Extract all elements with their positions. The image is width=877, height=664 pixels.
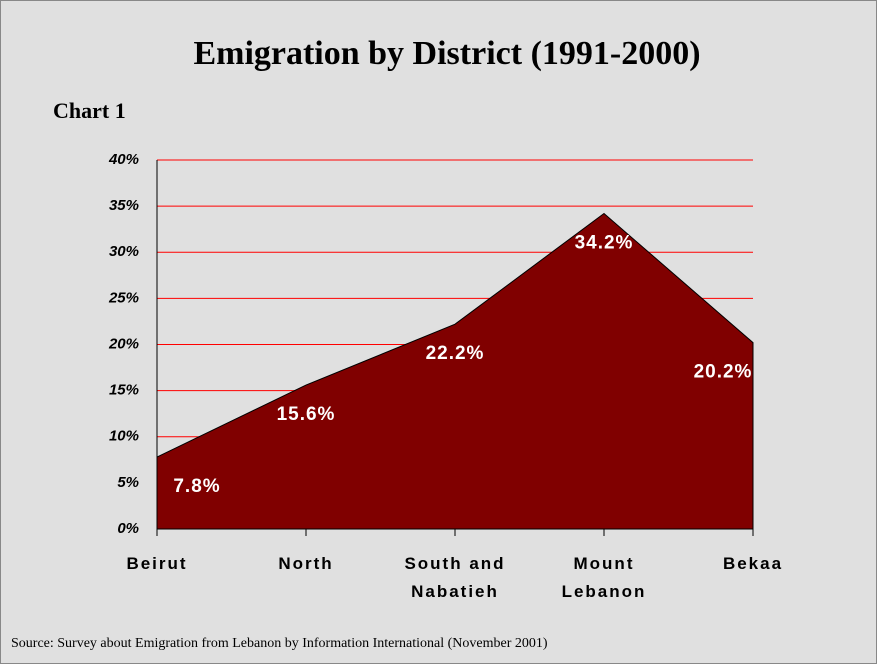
x-tick-label: Bekaa: [722, 554, 784, 573]
x-tick-label: Beirut: [126, 554, 188, 573]
data-label: 22.2%: [426, 343, 485, 364]
chart-subtitle: Chart 1: [53, 98, 126, 123]
y-tick-label: 35%: [109, 197, 139, 214]
y-tick-label: 40%: [108, 151, 139, 168]
data-label: 20.2%: [694, 362, 753, 383]
x-tick-label: Mount Lebanon: [561, 554, 647, 601]
chart-title: Emigration by District (1991-2000): [193, 35, 700, 72]
x-tick-label: North: [278, 554, 334, 573]
x-tick-label: South and Nabatieh: [404, 554, 506, 601]
y-tick-label: 0%: [117, 520, 139, 537]
data-label: 7.8%: [173, 476, 220, 497]
y-tick-label: 20%: [108, 335, 139, 352]
y-tick-label: 5%: [117, 474, 139, 491]
area: [156, 212, 754, 530]
y-tick-label: 15%: [109, 382, 139, 399]
y-tick-label: 30%: [109, 243, 139, 260]
y-tick-label: 25%: [108, 289, 139, 306]
y-tick-label: 10%: [109, 428, 139, 445]
data-label: 15.6%: [277, 404, 336, 425]
data-label: 34.2%: [575, 233, 634, 254]
source-note: Source: Survey about Emigration from Leb…: [11, 636, 548, 651]
